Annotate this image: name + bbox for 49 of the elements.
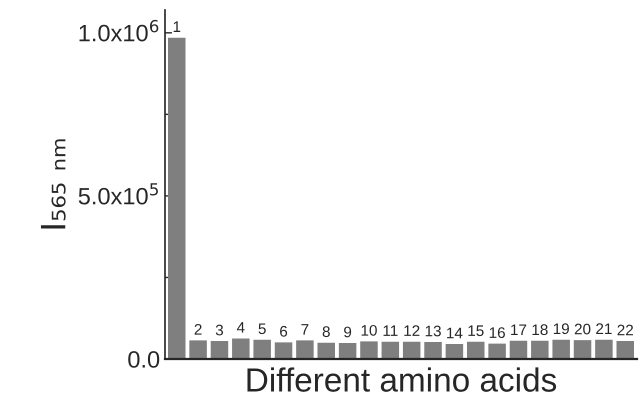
bar: [189, 340, 207, 359]
x-tick-label: 13: [426, 326, 441, 336]
x-axis-title: Different amino acids: [247, 367, 556, 392]
bar: [210, 341, 228, 359]
x-tick-label: 20: [574, 324, 590, 334]
x-tick-label: 17: [511, 324, 526, 335]
bar: [595, 340, 613, 359]
x-tick-label: 1: [174, 21, 180, 32]
bar: [446, 344, 464, 359]
bar: [488, 344, 506, 359]
y-axis-title: I₅₆₅ ₙₘ: [40, 139, 66, 229]
bar: [466, 342, 485, 359]
x-tick-label: 7: [301, 324, 308, 335]
x-tick-label: 21: [596, 323, 612, 334]
x-tick-label: 8: [322, 326, 330, 338]
x-tick-label: 12: [404, 325, 420, 336]
bar: [360, 341, 378, 359]
y-tick-label: 5.0x10$^{5}$: [78, 183, 158, 205]
x-tick-label: 3: [216, 324, 224, 336]
x-tick-label: 2: [194, 324, 202, 335]
y-tick-label: 1.0x10$^{6}$: [80, 20, 158, 42]
bar: [317, 342, 336, 359]
bar: [274, 342, 292, 359]
bar: [510, 340, 528, 359]
x-tick-label: 22: [618, 324, 633, 336]
x-tick-label: 9: [344, 326, 352, 338]
x-tick-label: 14: [447, 328, 462, 338]
bar: [552, 340, 570, 359]
bar: [338, 343, 356, 359]
bar: [616, 341, 634, 359]
x-tick-label: 6: [280, 326, 288, 337]
x-tick-label: 5: [258, 323, 266, 334]
bar: [424, 342, 442, 359]
bar: [168, 38, 186, 359]
x-tick-label: 4: [236, 322, 245, 333]
bar: [574, 340, 592, 359]
x-tick-label: 15: [468, 325, 484, 336]
x-tick-label: 19: [554, 323, 569, 334]
bar: [382, 342, 400, 359]
x-tick-label: 18: [532, 324, 548, 336]
bar: [531, 340, 549, 359]
x-tick-label: 10: [362, 324, 377, 336]
bar: [253, 340, 271, 359]
x-tick-label: 16: [490, 327, 505, 338]
y-tick-label: 0.0: [128, 351, 160, 368]
x-tick-label: 11: [384, 325, 398, 336]
bar: [296, 340, 314, 359]
bar: [232, 338, 250, 359]
bar: [402, 342, 420, 359]
